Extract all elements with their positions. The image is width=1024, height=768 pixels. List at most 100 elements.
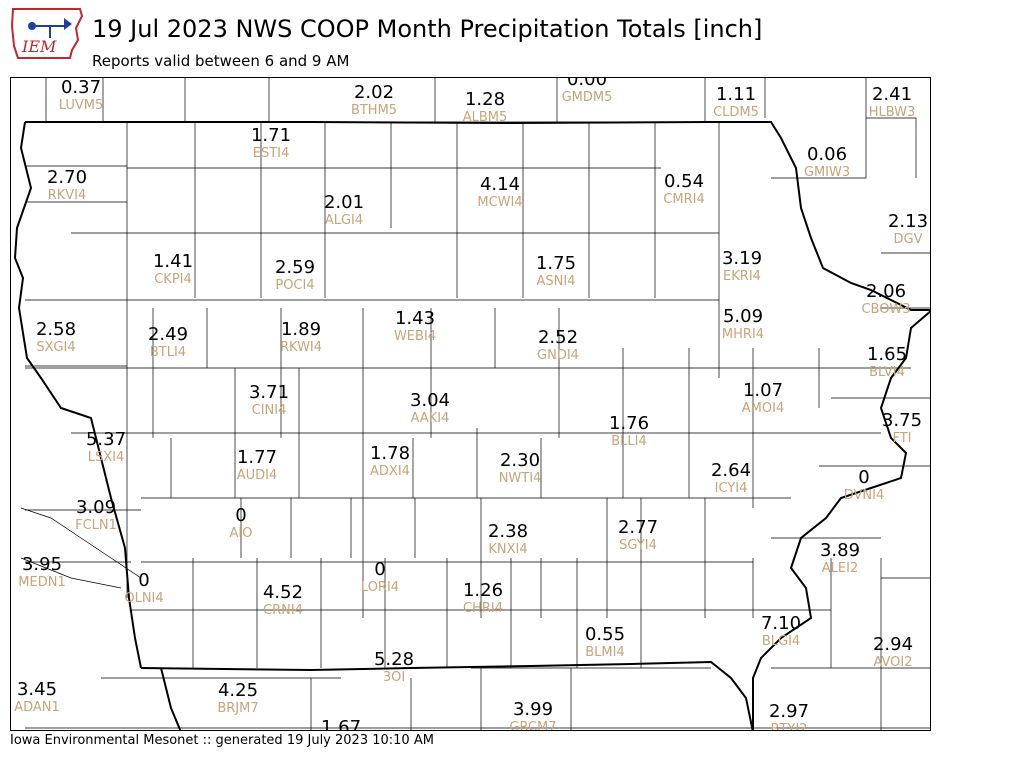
station-id: OLNI4 [124, 591, 164, 606]
footer-credit: Iowa Environmental Mesonet :: generated … [10, 733, 434, 748]
station-id: BTHM5 [350, 103, 398, 118]
station-adan1: 3.45 ADAN1 [11, 680, 97, 716]
station-value: 1.76 [608, 413, 650, 434]
station-value: 1.89 [280, 319, 322, 340]
station-id: MHRI4 [721, 327, 765, 342]
station-audi4: 1.77 AUDI4 [197, 448, 317, 484]
station-value: 4.52 [262, 582, 304, 603]
station-id: BLVI4 [869, 365, 905, 380]
station-webi4: 1.43 WEBI4 [355, 308, 475, 345]
station-value: 3.89 [819, 540, 861, 561]
station-value: 0.37 [60, 77, 102, 98]
station-blvi4: 1.65 BLVI4 [827, 344, 930, 381]
station-value: 2.02 [353, 82, 395, 103]
station-id: RKWI4 [279, 340, 323, 355]
station-id: ALEI2 [821, 561, 859, 576]
station-3oi: 5.28 3OI [334, 649, 454, 686]
station-id: GNDI4 [537, 348, 579, 363]
station-aaki4: 3.04 AAKI4 [370, 390, 490, 427]
precipitation-map: 0.37 LUVM5 2.02 BTHM5 1.28 ALBM5 0.00 GMDM5 … [10, 77, 931, 731]
station-value: 1.75 [535, 253, 577, 274]
station-value: 2.38 [487, 521, 529, 542]
station-brjm7: 4.25 BRJM7 [178, 681, 298, 717]
station-id: AMOI4 [741, 401, 785, 416]
station-dgv: 2.13 DGV [848, 211, 930, 248]
station-mhri4: 5.09 MHRI4 [683, 307, 803, 343]
station-id: ALBM5 [462, 110, 508, 125]
station-id: ESTI4 [252, 146, 290, 161]
station-gmiw3: 0.06 GMIW3 [767, 144, 887, 181]
station-ckpi4: 1.41 CKPI4 [113, 252, 233, 288]
station-icyi4: 2.64 ICYI4 [671, 460, 791, 497]
station-blgi4: 7.10 BLGI4 [721, 614, 841, 650]
station-id: POCI4 [275, 278, 315, 293]
station-value: 1.65 [866, 344, 908, 365]
station-value: 3.19 [721, 248, 763, 269]
station-value: 2.41 [871, 84, 913, 105]
station-id: EKRI4 [723, 269, 761, 284]
station-cbow3: 2.06 CBOW3 [826, 282, 930, 318]
station-grcm7: 3.99 GRCM7 [473, 700, 593, 731]
station-id: ASNI4 [536, 274, 576, 289]
station-value: 1.43 [394, 308, 436, 329]
station-crni4: 4.52 CRNI4 [223, 582, 343, 619]
station-id: CINI4 [251, 403, 287, 418]
station-gndi4: 2.52 GNDI4 [498, 328, 618, 364]
station-id: LUVM5 [58, 98, 104, 113]
station-id: RKVI4 [47, 188, 87, 203]
station-id: AIO [229, 526, 253, 541]
station-esti4: 1.71 ESTI4 [211, 126, 331, 162]
station-id: DVNI4 [843, 488, 885, 503]
station-fti: 3.75 FTI [842, 411, 930, 447]
station-value: 2.64 [710, 460, 752, 481]
station-btyi2: 2.97 BTYI2 [729, 702, 849, 731]
station-id: CMRI4 [663, 192, 705, 207]
station-value: 1.26 [462, 580, 504, 601]
station-id: ADAN1 [14, 700, 60, 715]
station-value: 3.04 [409, 390, 451, 411]
station-value: 2.70 [46, 167, 88, 188]
station-adxi4: 1.78 ADXI4 [330, 444, 450, 480]
station-cini4: 3.71 CINI4 [209, 382, 329, 419]
station-id: BTLI4 [149, 345, 187, 360]
station-aio: 0 AIO [181, 505, 301, 542]
station-value: 1.67 [320, 717, 362, 731]
station-value: 3.09 [75, 497, 117, 518]
station-olni4: 0 OLNI4 [84, 571, 204, 607]
station-value: 5.28 [373, 649, 415, 670]
station-id: AAKI4 [410, 411, 450, 426]
station-value: 0 [235, 505, 247, 526]
station-id: ICYI4 [714, 481, 748, 496]
page-title: 19 Jul 2023 NWS COOP Month Precipitation… [92, 15, 763, 43]
station-id: LSXI4 [87, 450, 125, 465]
station-id: BTYI2 [770, 722, 808, 731]
station-id: BRJM7 [217, 701, 259, 716]
station-fcln1: 3.09 FCLN1 [36, 497, 156, 534]
station-value: 2.01 [323, 192, 365, 213]
station-chri4: 1.26 CHRI4 [423, 580, 543, 617]
station-id: BLGI4 [761, 634, 801, 649]
station-id: MEDN1 [18, 575, 66, 590]
station-value: 0 [374, 559, 386, 580]
logo-wordmark: IEM [21, 37, 57, 56]
station-blmi4: 0.55 BLMI4 [545, 625, 665, 661]
station-id: 3OI [382, 670, 406, 685]
station-value: 3.95 [21, 554, 63, 575]
station-poci4: 2.59 POCI4 [235, 258, 355, 294]
station-alei2: 3.89 ALEI2 [780, 540, 900, 577]
station-id: LORI4 [360, 580, 400, 595]
station-value: 2.97 [768, 701, 810, 722]
station-value: 0.06 [806, 144, 848, 165]
station-id: CHRI4 [463, 601, 503, 616]
station-id: GRCM7 [509, 720, 557, 731]
station-id: ALGI4 [324, 213, 364, 228]
station-id: DGV [893, 232, 923, 247]
station-id: SXGI4 [36, 340, 76, 355]
station-id: FTI [892, 431, 912, 446]
station-medn1: 3.95 MEDN1 [11, 554, 102, 591]
station-id: AVOI2 [873, 655, 913, 670]
station-sxgi4: 2.58 SXGI4 [11, 320, 116, 356]
station-value: 3.71 [248, 382, 290, 403]
station-luvm5: 0.37 LUVM5 [21, 78, 141, 113]
station-value: 2.13 [887, 211, 929, 232]
